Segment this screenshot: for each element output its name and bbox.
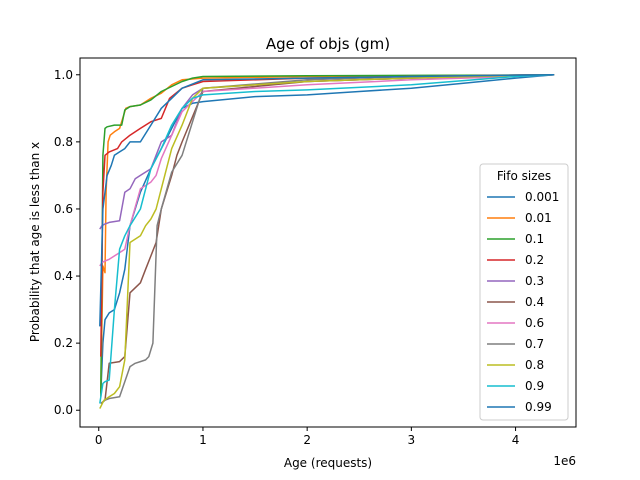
x-axis-label: Age (requests) bbox=[284, 456, 372, 470]
legend-label: 0.01 bbox=[525, 211, 552, 225]
series-line-0_1 bbox=[100, 74, 555, 397]
x-axis-offset-label: 1e6 bbox=[553, 454, 576, 468]
legend-items: 0.001 0.01 0.1 0.2 0.3 0.4 0.6 0.7 0.8 0.9 0.99 bbox=[487, 190, 559, 414]
y-axis: 0.0 0.2 0.4 0.6 0.8 1.0 bbox=[54, 68, 80, 417]
axes-frame bbox=[79, 57, 577, 428]
legend-label: 0.8 bbox=[525, 358, 544, 372]
series-line-0_99 bbox=[99, 74, 555, 327]
legend-label: 0.9 bbox=[525, 379, 544, 393]
legend-label: 0.001 bbox=[525, 190, 559, 204]
x-tick-label: 4 bbox=[512, 433, 520, 447]
legend-label: 0.99 bbox=[525, 400, 552, 414]
legend-label: 0.7 bbox=[525, 337, 544, 351]
x-tick-label: 2 bbox=[303, 433, 311, 447]
legend-label: 0.2 bbox=[525, 253, 544, 267]
y-tick-label: 1.0 bbox=[54, 68, 73, 82]
legend-label: 0.1 bbox=[525, 232, 544, 246]
y-axis-label: Probability that age is less than x bbox=[28, 142, 42, 342]
legend: Fifo sizes 0.0010.010.10.20.30.40.60.70.… bbox=[479, 163, 569, 421]
series-line-0_8 bbox=[99, 74, 555, 409]
y-tick-label: 0.2 bbox=[54, 336, 73, 350]
x-tick-label: 0 bbox=[95, 433, 103, 447]
y-tick-label: 0.6 bbox=[54, 202, 73, 216]
series-line-0_6 bbox=[99, 74, 555, 267]
legend-title: Fifo sizes bbox=[497, 169, 551, 183]
x-axis: 0 1 2 3 4 bbox=[95, 427, 519, 447]
x-tick-label: 1 bbox=[199, 433, 207, 447]
legend-box bbox=[479, 163, 569, 421]
plot-area bbox=[99, 74, 555, 409]
legend-label: 0.6 bbox=[525, 316, 544, 330]
x-tick-label: 3 bbox=[408, 433, 416, 447]
legend-label: 0.4 bbox=[525, 295, 544, 309]
legend-label: 0.3 bbox=[525, 274, 544, 288]
y-tick-label: 0.4 bbox=[54, 269, 73, 283]
series-line-0_7 bbox=[100, 74, 555, 405]
chart-title: Age of objs (gm) bbox=[266, 35, 390, 53]
y-tick-label: 0.8 bbox=[54, 135, 73, 149]
y-tick-label: 0.0 bbox=[54, 403, 73, 417]
series-line-0_9 bbox=[99, 74, 555, 404]
